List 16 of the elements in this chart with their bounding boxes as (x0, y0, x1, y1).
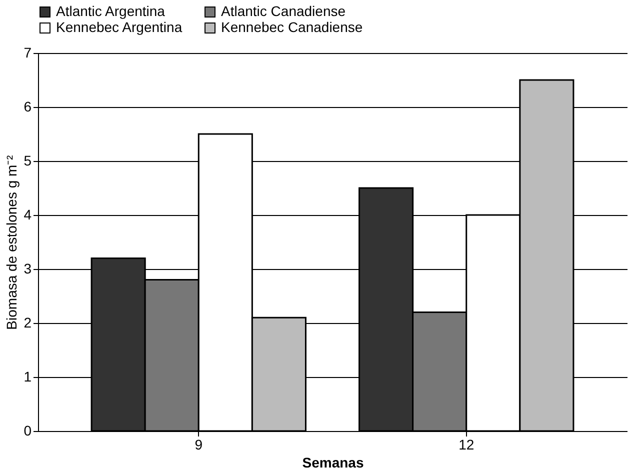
y-tick-label: 0 (24, 422, 32, 438)
legend-label: Kennebec Argentina (56, 19, 182, 35)
y-tick-label: 6 (24, 98, 32, 114)
legend-label: Atlantic Canadiense (221, 3, 346, 19)
x-axis-title: Semanas (302, 454, 364, 470)
legend-label: Atlantic Argentina (56, 3, 166, 19)
y-tick-label: 7 (24, 44, 32, 60)
x-tick-label: 9 (194, 436, 203, 452)
x-tick-label: 12 (458, 436, 474, 452)
y-tick-label: 2 (24, 314, 32, 330)
y-tick-label: 4 (24, 206, 32, 222)
y-tick-label: 1 (24, 368, 32, 384)
legend-label: Kennebec Canadiense (221, 19, 363, 35)
y-tick-label: 5 (24, 152, 32, 168)
y-axis-title: Biomasa de estolones g m⁻² (4, 154, 20, 330)
y-tick-label: 3 (24, 260, 32, 276)
